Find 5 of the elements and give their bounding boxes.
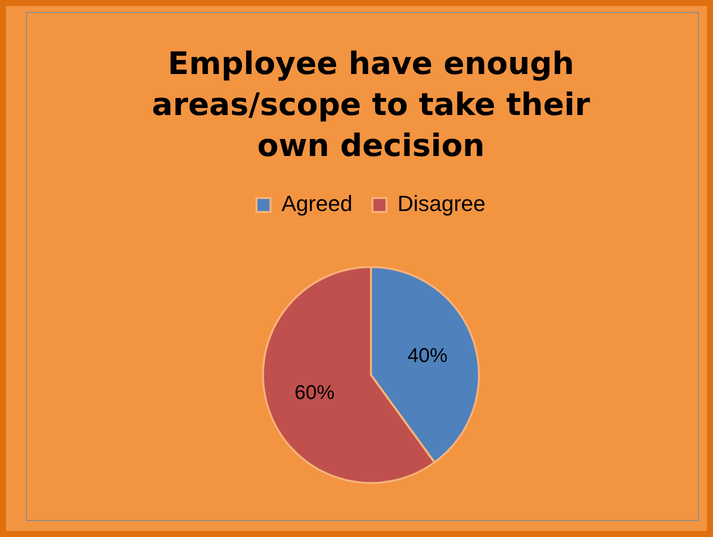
chart-title: Employee have enough areas/scope to take their own decision [150,45,592,166]
legend-label: Agreed [282,191,352,216]
data-label: 60% [294,382,335,404]
data-label: 40% [407,345,448,368]
legend-label: Disagree [397,191,486,216]
